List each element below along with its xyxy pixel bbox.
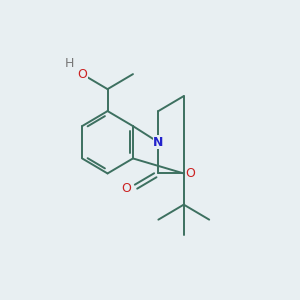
Text: O: O xyxy=(185,167,195,180)
Text: O: O xyxy=(77,68,87,81)
Text: H: H xyxy=(65,57,74,70)
Text: O: O xyxy=(122,182,131,195)
Text: N: N xyxy=(153,136,164,149)
